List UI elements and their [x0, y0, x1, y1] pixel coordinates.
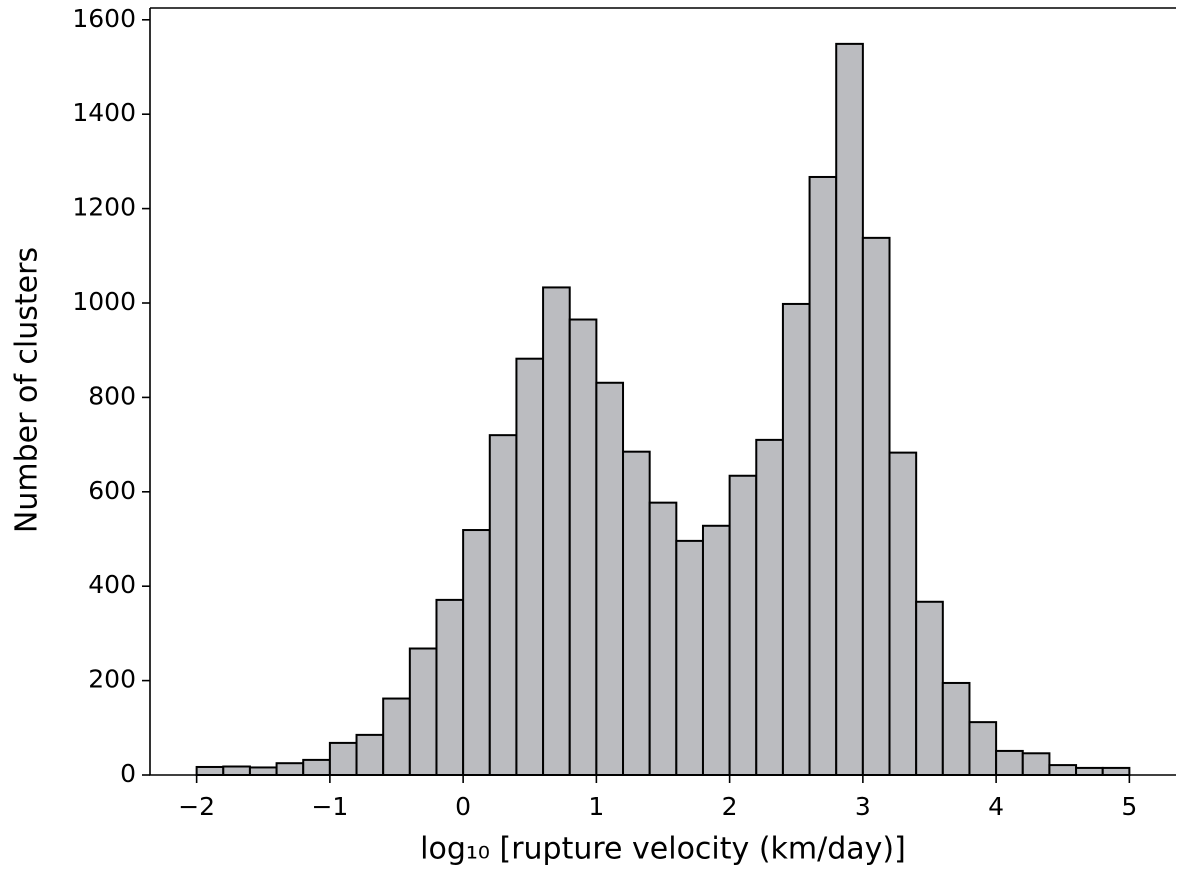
bar [542, 286, 571, 776]
bar [248, 766, 278, 776]
bar [995, 749, 1024, 776]
bar [275, 762, 305, 777]
bar [781, 302, 811, 776]
x-tick-label: 1 [588, 792, 604, 821]
x-axis-label: log₁₀ [rupture velocity (km/day)] [420, 832, 906, 867]
bar [861, 236, 891, 776]
bar [1021, 752, 1051, 777]
bar [222, 765, 251, 777]
y-tick-label: 1200 [72, 193, 136, 222]
bar [462, 529, 491, 776]
bar [888, 451, 918, 776]
y-tick-label: 400 [88, 570, 136, 599]
bar [568, 318, 598, 776]
x-tick-label: −1 [311, 792, 348, 821]
bar [941, 681, 971, 777]
bar [968, 721, 998, 776]
bar [488, 434, 518, 776]
bar [408, 647, 438, 777]
x-tick-label: −2 [178, 792, 215, 821]
y-tick-label: 0 [120, 759, 136, 788]
bar [302, 758, 331, 776]
y-tick-label: 600 [88, 476, 136, 505]
bar [755, 438, 784, 776]
bar [515, 357, 545, 776]
y-tick-label: 200 [88, 665, 136, 694]
bar [1048, 764, 1078, 777]
x-tick-label: 4 [988, 792, 1004, 821]
y-tick-label: 800 [88, 381, 136, 410]
bar [435, 598, 465, 776]
x-tick-label: 5 [1121, 792, 1137, 821]
bar [1101, 766, 1131, 776]
x-tick-label: 3 [855, 792, 871, 821]
x-tick-label: 0 [455, 792, 471, 821]
bar [1075, 766, 1104, 776]
bar [328, 741, 358, 776]
bar [675, 539, 704, 776]
x-tick-label: 2 [722, 792, 738, 821]
bar [382, 697, 411, 777]
bar [595, 381, 625, 776]
bar [355, 733, 385, 777]
bar [728, 474, 758, 776]
bar [622, 450, 651, 776]
y-tick-label: 1600 [72, 4, 136, 33]
bar [835, 42, 864, 776]
bar [648, 501, 678, 776]
bar [808, 175, 838, 776]
y-tick-label: 1400 [72, 98, 136, 127]
bar [915, 600, 944, 776]
y-tick-label: 1000 [72, 287, 136, 316]
bar [701, 524, 731, 776]
y-axis-label: Number of clusters [10, 247, 45, 533]
bar [195, 765, 225, 777]
